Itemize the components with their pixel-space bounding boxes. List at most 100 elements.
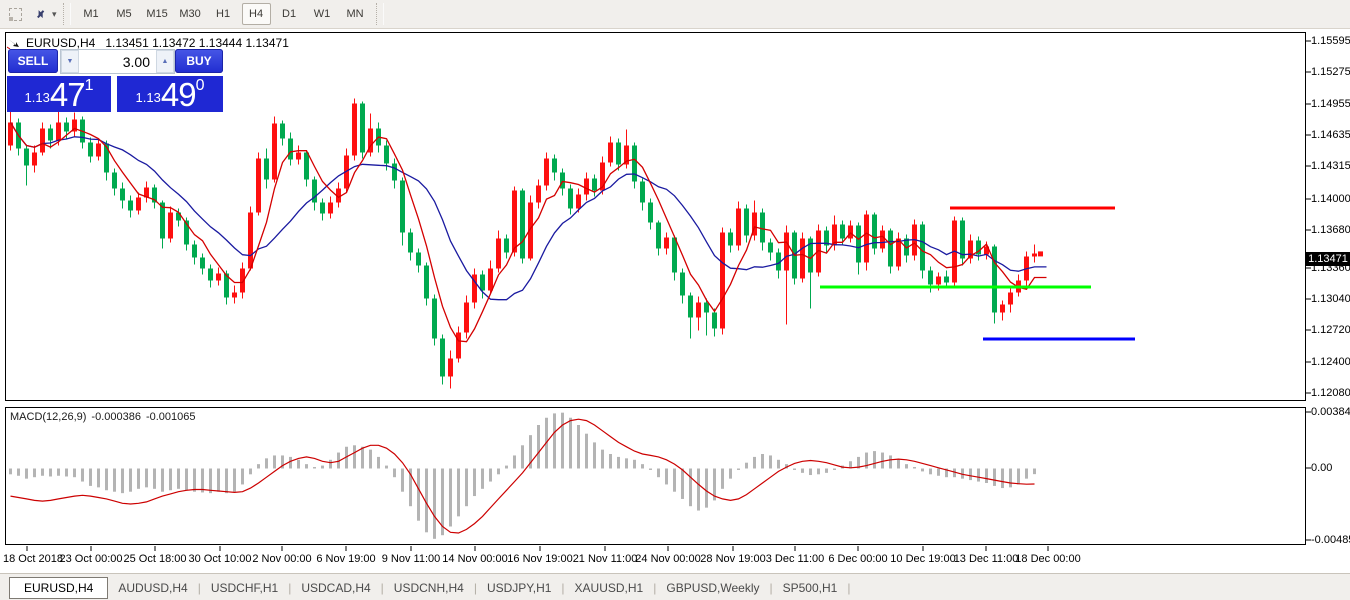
sell-price-panel[interactable]: 1.13 47 1 — [7, 76, 111, 112]
macd-bar — [577, 425, 580, 469]
scale-arrows-icon[interactable] — [30, 3, 52, 25]
macd-bar — [889, 455, 892, 469]
price-axis-label: 1.14000 — [1311, 193, 1350, 205]
candle — [584, 178, 589, 195]
macd-bar — [305, 464, 308, 469]
macd-bar — [265, 458, 268, 469]
timeframe-button-w1[interactable]: W1 — [313, 8, 331, 20]
macd-bar — [569, 417, 572, 469]
candle — [1008, 292, 1013, 305]
candle — [136, 197, 141, 211]
timeframe-button-group: M1 M5 M15 M30 H1 H4 D1 W1 MN — [75, 0, 372, 28]
timeframe-button-m15[interactable]: M15 — [146, 8, 168, 20]
candle — [824, 230, 829, 246]
macd-bar — [89, 468, 92, 486]
timeframe-button-m1[interactable]: M1 — [83, 8, 99, 20]
tab-separator: | — [197, 580, 201, 595]
macd-bar — [9, 468, 12, 475]
timeframe-button-h4[interactable]: H4 — [241, 3, 271, 25]
date-axis-label: 21 Nov 11:00 — [572, 553, 638, 565]
volume-input[interactable] — [79, 50, 156, 73]
macd-bar — [49, 468, 52, 477]
chart-tab-xauusd-h1[interactable]: XAUUSD,H1 — [574, 580, 644, 595]
chart-tab-usdcnh-h4[interactable]: USDCNH,H4 — [393, 580, 464, 595]
macd-bar — [689, 468, 692, 507]
candle — [352, 103, 357, 156]
candle — [456, 332, 461, 359]
macd-bar — [1001, 468, 1004, 489]
candle — [88, 142, 93, 157]
candle — [784, 232, 789, 271]
chevron-down-icon[interactable]: ▾ — [52, 8, 57, 19]
macd-bar — [985, 468, 988, 483]
chart-tab-usdcad-h4[interactable]: USDCAD,H4 — [301, 580, 371, 595]
price-axis-label: 1.13040 — [1311, 293, 1350, 305]
chart-canvas[interactable] — [0, 29, 1350, 573]
candle — [72, 119, 77, 132]
candle — [840, 224, 845, 239]
chart-tab-eurusd-h4[interactable]: EURUSD,H4 — [9, 576, 109, 599]
macd-bar — [273, 455, 276, 469]
chart-marker-icon — [7, 38, 19, 49]
main-pane-frame — [5, 32, 1306, 401]
chart-tab-audusd-h4[interactable]: AUDUSD,H4 — [118, 580, 188, 595]
chart-tab-sp500-h1[interactable]: SP500,H1 — [782, 580, 838, 595]
macd-bar — [729, 468, 732, 479]
candle — [408, 232, 413, 253]
macd-bar — [705, 468, 708, 508]
tab-separator: | — [769, 580, 773, 595]
macd-bar — [881, 452, 884, 469]
candle — [568, 188, 573, 209]
macd-bar — [161, 468, 164, 492]
macd-bar — [257, 464, 260, 469]
chart-tab-gbpusd-weekly[interactable]: GBPUSD,Weekly — [666, 580, 760, 595]
price-axis-label: 1.14635 — [1311, 129, 1350, 141]
timeframe-button-m30[interactable]: M30 — [179, 8, 201, 20]
macd-bar — [633, 459, 636, 469]
buy-price-panel[interactable]: 1.13 49 0 — [117, 76, 223, 112]
date-axis-label: 23 Oct 00:00 — [59, 553, 123, 565]
macd-bar — [1025, 468, 1028, 479]
price-axis-label: 1.13680 — [1311, 224, 1350, 236]
chart-tab-usdchf-h1[interactable]: USDCHF,H1 — [210, 580, 279, 595]
price-axis-label: 1.12400 — [1311, 356, 1350, 368]
candle — [896, 238, 901, 267]
timeframe-button-mn[interactable]: MN — [346, 8, 364, 20]
chart-symbol-line: EURUSD,H4 1.13451 1.13472 1.13444 1.1347… — [7, 36, 289, 50]
macd-bar — [521, 445, 524, 469]
candle — [960, 220, 965, 259]
buy-button[interactable]: BUY — [175, 49, 223, 73]
timeframe-button-h1[interactable]: H1 — [216, 8, 231, 20]
macd-bar — [169, 468, 172, 491]
price-axis-label: 1.12080 — [1311, 387, 1350, 399]
candle — [360, 103, 365, 153]
selection-tool-icon[interactable] — [4, 3, 26, 25]
candle — [640, 181, 645, 203]
candle — [816, 230, 821, 273]
date-axis-label: 16 Nov 19:00 — [507, 553, 573, 565]
candle — [496, 238, 501, 269]
date-axis-label: 3 Dec 11:00 — [765, 553, 825, 565]
timeframe-button-m5[interactable]: M5 — [116, 8, 132, 20]
candle — [664, 237, 669, 249]
candle — [32, 152, 37, 166]
macd-bar — [609, 454, 612, 469]
chart-tab-usdjpy-h1[interactable]: USDJPY,H1 — [486, 580, 552, 595]
timeframe-button-d1[interactable]: D1 — [282, 8, 297, 20]
volume-decrease-button[interactable]: ▼ — [61, 50, 79, 73]
macd-bar — [113, 468, 116, 492]
macd-bar — [929, 468, 932, 475]
candle — [800, 238, 805, 279]
candle — [184, 220, 189, 245]
macd-bar — [433, 468, 436, 539]
macd-bar — [905, 464, 908, 469]
macd-bar — [617, 456, 620, 469]
macd-bar — [457, 468, 460, 517]
candle — [320, 202, 325, 214]
chart-area[interactable]: EURUSD,H4 1.13451 1.13472 1.13444 1.1347… — [0, 29, 1350, 573]
macd-bar — [969, 468, 972, 481]
volume-increase-button[interactable]: ▲ — [156, 50, 174, 73]
candle — [368, 128, 373, 153]
sell-button[interactable]: SELL — [8, 49, 58, 73]
macd-bar — [505, 465, 508, 469]
